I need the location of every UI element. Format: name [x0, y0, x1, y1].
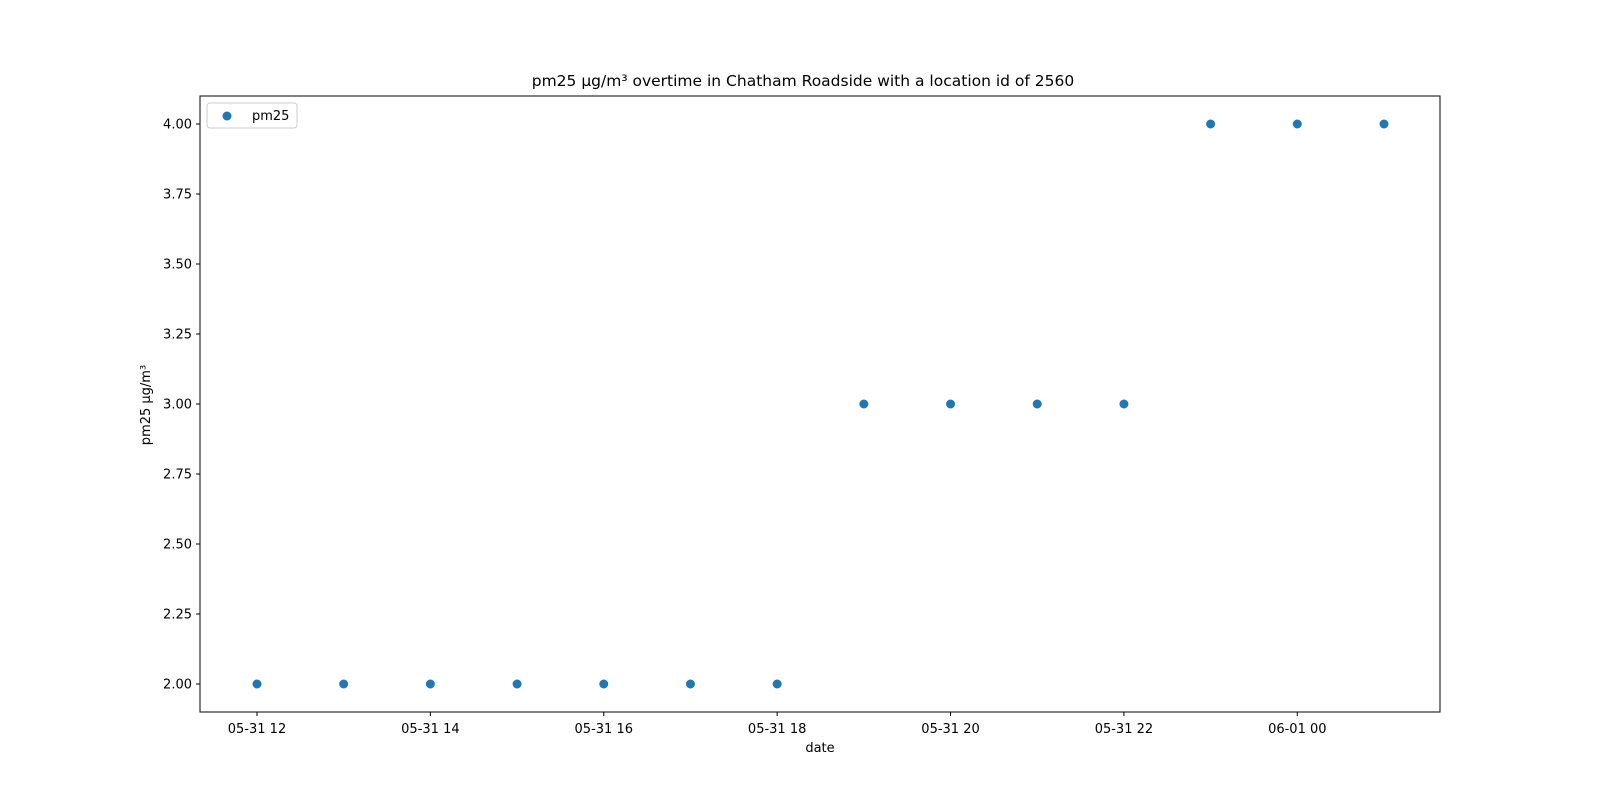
chart-title: pm25 µg/m³ overtime in Chatham Roadside …	[532, 72, 1075, 90]
data-point	[685, 679, 695, 689]
legend-box	[206, 102, 298, 129]
legend-marker	[222, 111, 232, 121]
y-tick-label: 4.00	[163, 118, 192, 133]
data-point	[512, 679, 522, 689]
x-tick-label: 05-31 12	[228, 722, 286, 737]
x-tick-label: 05-31 20	[921, 722, 979, 737]
data-point	[1379, 119, 1389, 129]
data-point	[772, 679, 782, 689]
data-point	[252, 679, 262, 689]
x-tick-label: 05-31 22	[1095, 722, 1153, 737]
legend-label: pm25	[252, 109, 289, 124]
data-point	[339, 679, 349, 689]
y-tick-label: 3.50	[163, 258, 192, 273]
y-tick-label: 3.25	[163, 328, 192, 343]
data-point	[946, 399, 956, 409]
data-point	[425, 679, 435, 689]
x-tick-label: 05-31 14	[401, 722, 459, 737]
y-tick-label: 2.50	[163, 538, 192, 553]
data-point	[1206, 119, 1216, 129]
x-axis: 05-31 12 05-31 14 05-31 16 05-31 18 05-31 20…	[228, 712, 1327, 737]
y-axis: 2.00 2.25 2.50 2.75 3.00 3.25 3.50 3.75 4.00	[163, 118, 200, 693]
data-point	[1292, 119, 1302, 129]
data-point	[1032, 399, 1042, 409]
y-tick-label: 3.00	[163, 398, 192, 413]
x-tick-label: 06-01 00	[1268, 722, 1326, 737]
y-tick-label: 2.25	[163, 608, 192, 623]
y-axis-label: pm25 µg/m³	[139, 365, 154, 445]
y-tick-label: 2.75	[163, 468, 192, 483]
legend: pm25	[206, 102, 298, 129]
data-point	[599, 679, 609, 689]
x-tick-label: 05-31 16	[575, 722, 633, 737]
x-axis-label: date	[805, 741, 834, 756]
y-tick-label: 3.75	[163, 188, 192, 203]
data-point	[859, 399, 869, 409]
y-tick-label: 2.00	[163, 678, 192, 693]
data-points	[252, 119, 1389, 689]
x-tick-label: 05-31 18	[748, 722, 806, 737]
plot-area	[199, 95, 1441, 713]
data-point	[1119, 399, 1129, 409]
